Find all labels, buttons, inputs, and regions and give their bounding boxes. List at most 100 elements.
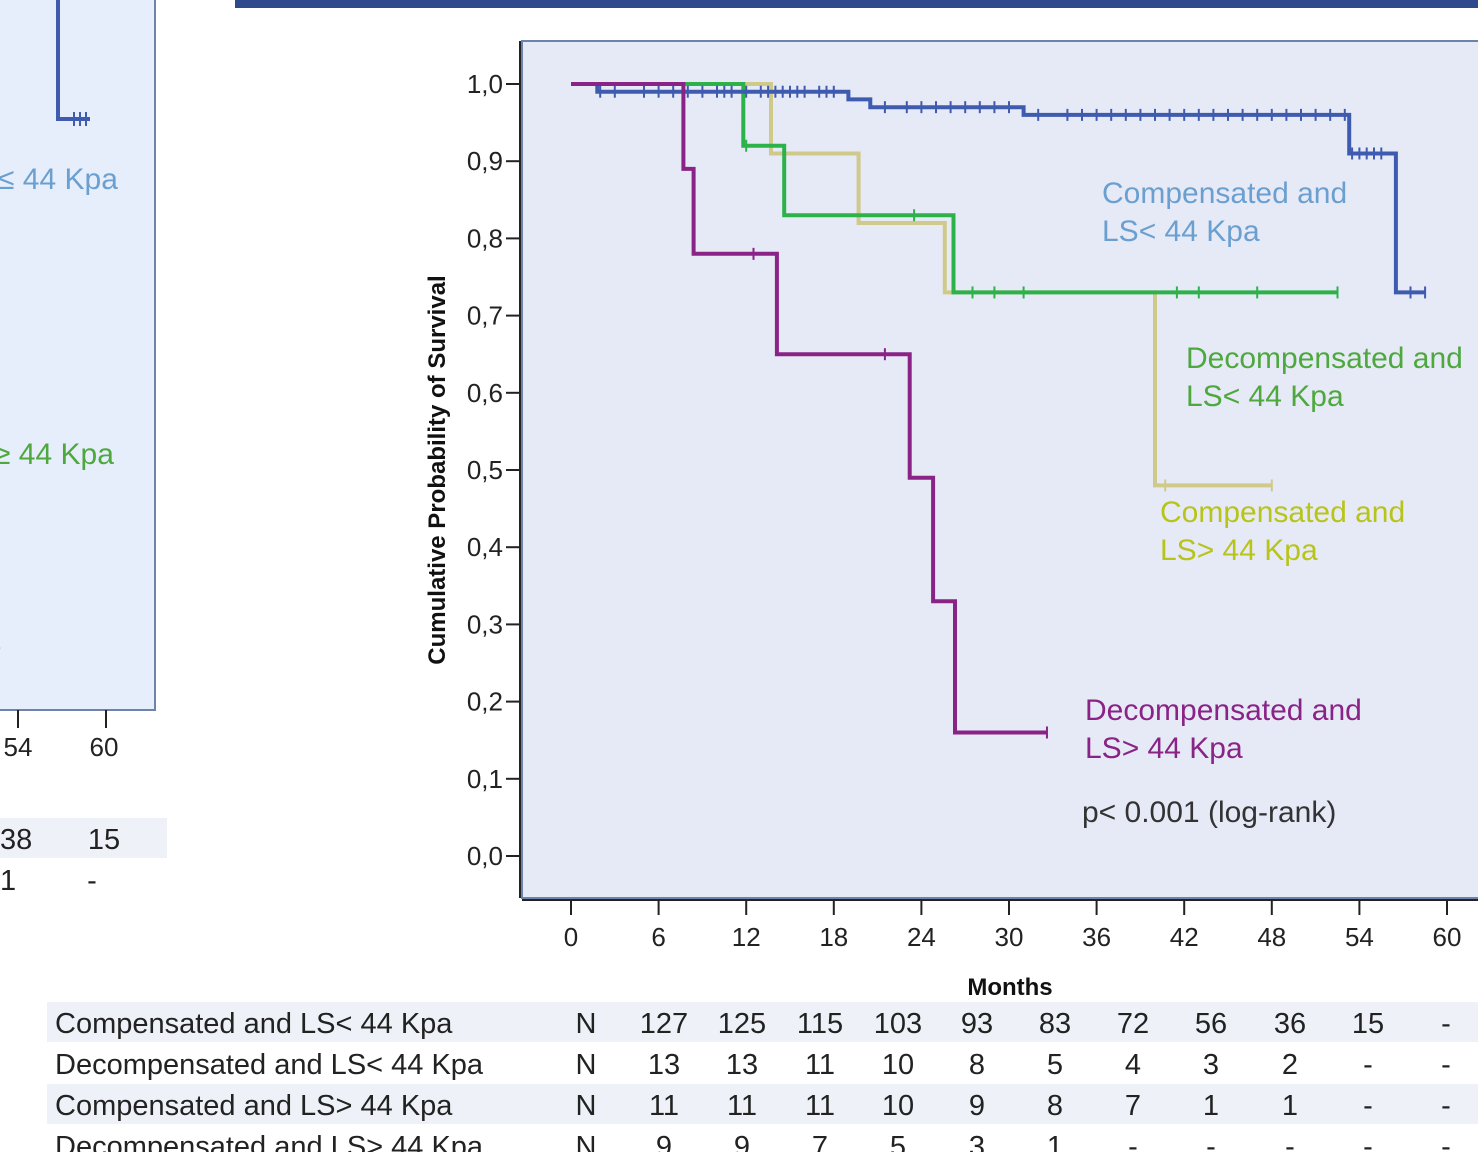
table-n-label: N [576, 1131, 597, 1152]
series-label-line: LS> 44 Kpa [1160, 534, 1318, 567]
table-cell: 56 [1195, 1008, 1227, 1040]
log-rank-annotation: p< 0.001 (log-rank) [1082, 796, 1336, 829]
series-1 [571, 82, 1339, 299]
left-plot-area [0, 0, 156, 711]
table-cell: 7 [1125, 1090, 1141, 1122]
table-cell: 4 [1125, 1049, 1141, 1081]
table-cell: 9 [656, 1131, 672, 1152]
curve-labels: Compensated and LS< 44 Kpa Decompensated a… [1085, 177, 1463, 765]
x-tick-label: 0 [564, 922, 578, 952]
table-cell: 3 [969, 1131, 985, 1152]
risk-table: Compensated and LS< 44 Kpa N 127 125 115 103 9… [47, 1002, 1478, 1152]
x-tick-label: 18 [819, 922, 848, 952]
main-plot: 0,0 0,1 0,2 0,3 0,4 0,5 0,6 0,7 0,8 0,9 1,0 0 6 12 18… [424, 40, 1478, 1001]
y-tick-label: 0,5 [467, 455, 503, 485]
table-cell: - [1441, 1131, 1451, 1152]
table-cell: - [1363, 1131, 1373, 1152]
left-table-cell: - [87, 865, 97, 897]
table-row-band [47, 1002, 1478, 1042]
survival-step-line [571, 82, 1338, 295]
x-tick-label: 48 [1257, 922, 1286, 952]
y-tick-label: 0,2 [467, 687, 503, 717]
series-3 [571, 82, 1048, 739]
table-cell: - [1128, 1131, 1138, 1152]
table-cell: 1 [1203, 1090, 1219, 1122]
table-row-name: Decompensated and LS< 44 Kpa [55, 1049, 484, 1081]
plot-area [521, 40, 1478, 899]
series-label-line: Decompensated and [1085, 694, 1362, 727]
left-table-cell: 38 [0, 824, 32, 856]
series-2 [571, 82, 1273, 492]
x-tick-label: 42 [1170, 922, 1199, 952]
table-cell: 15 [1352, 1008, 1384, 1040]
series-label: Decompensated and LS< 44 Kpa [1186, 342, 1463, 413]
left-table-cell: 1 [0, 865, 16, 897]
y-axis-title: Cumulative Probability of Survival [424, 275, 451, 664]
table-cell: 11 [805, 1090, 835, 1122]
series-label-line: Compensated and [1102, 177, 1347, 210]
table-cell: 10 [882, 1049, 914, 1081]
x-tick-label: 30 [995, 922, 1024, 952]
table-cell: 72 [1117, 1008, 1149, 1040]
y-tick-label: 0,0 [467, 841, 503, 871]
left-partial-panel: ≤ 44 Kpa ≥ 44 Kpa ) 54 60 38 15 1 - [0, 0, 167, 897]
table-row-name: Decompensated and LS> 44 Kpa [55, 1131, 484, 1152]
table-cell: 9 [969, 1090, 985, 1122]
left-table-cell: 15 [88, 824, 120, 856]
y-tick-label: 1,0 [467, 69, 503, 99]
table-cell: 2 [1282, 1049, 1298, 1081]
table-cell: 11 [649, 1090, 679, 1122]
table-cell: 3 [1203, 1049, 1219, 1081]
series-label-line: Compensated and [1160, 496, 1405, 529]
x-tick-label: 54 [1345, 922, 1374, 952]
table-cell: 125 [718, 1008, 766, 1040]
table-n-label: N [576, 1049, 597, 1081]
y-tick-label: 0,8 [467, 223, 503, 253]
x-tick-label: 36 [1082, 922, 1111, 952]
table-cell: - [1441, 1049, 1451, 1081]
table-cell: 127 [640, 1008, 688, 1040]
left-label-blue: ≤ 44 Kpa [0, 163, 118, 196]
table-cell: 5 [890, 1131, 906, 1152]
table-cell: 36 [1274, 1008, 1306, 1040]
table-cell: - [1363, 1090, 1373, 1122]
table-cell: 5 [1047, 1049, 1063, 1081]
table-row-name: Compensated and LS> 44 Kpa [55, 1090, 453, 1122]
x-axis-title: Months [967, 974, 1052, 1001]
table-n-label: N [576, 1008, 597, 1040]
table-cell: 8 [969, 1049, 985, 1081]
table-cell: 93 [961, 1008, 993, 1040]
left-table-row-band [0, 818, 167, 858]
table-row: Decompensated and LS> 44 Kpa N 9 9 7 5 3 1 - - - - - [55, 1131, 1451, 1152]
table-cell: 13 [648, 1049, 680, 1081]
y-tick-label: 0,6 [467, 378, 503, 408]
y-tick-label: 0,7 [467, 301, 503, 331]
series-label: Compensated and LS> 44 Kpa [1160, 496, 1405, 567]
table-cell: 115 [797, 1008, 843, 1040]
table-cell: - [1206, 1131, 1216, 1152]
table-cell: 10 [882, 1090, 914, 1122]
table-cell: - [1441, 1090, 1451, 1122]
table-cell: 1 [1282, 1090, 1298, 1122]
series-label: Decompensated and LS> 44 Kpa [1085, 694, 1362, 765]
series-label-line: Decompensated and [1186, 342, 1463, 375]
table-row: Compensated and LS< 44 Kpa N 127 125 115 103 9… [47, 1002, 1478, 1042]
table-cell: 8 [1047, 1090, 1063, 1122]
table-cell: 13 [726, 1049, 758, 1081]
table-cell: 103 [874, 1008, 922, 1040]
left-paren: ) [0, 630, 2, 663]
table-row-name: Compensated and LS< 44 Kpa [55, 1008, 453, 1040]
survival-step-line [571, 82, 1272, 488]
survival-curves [571, 82, 1427, 739]
table-cell: 11 [727, 1090, 757, 1122]
table-cell: - [1441, 1008, 1451, 1040]
y-tick-label: 0,4 [467, 532, 503, 562]
series-label-line: LS< 44 Kpa [1102, 215, 1260, 248]
series-label-line: LS> 44 Kpa [1085, 732, 1243, 765]
x-tick-label: 6 [651, 922, 665, 952]
y-axis: 0,0 0,1 0,2 0,3 0,4 0,5 0,6 0,7 0,8 0,9 1,0 [467, 41, 521, 898]
x-axis: 0 6 12 18 24 30 36 42 48 54 60 [522, 899, 1478, 952]
table-cell: 83 [1039, 1008, 1071, 1040]
table-cell: 1 [1047, 1131, 1063, 1152]
